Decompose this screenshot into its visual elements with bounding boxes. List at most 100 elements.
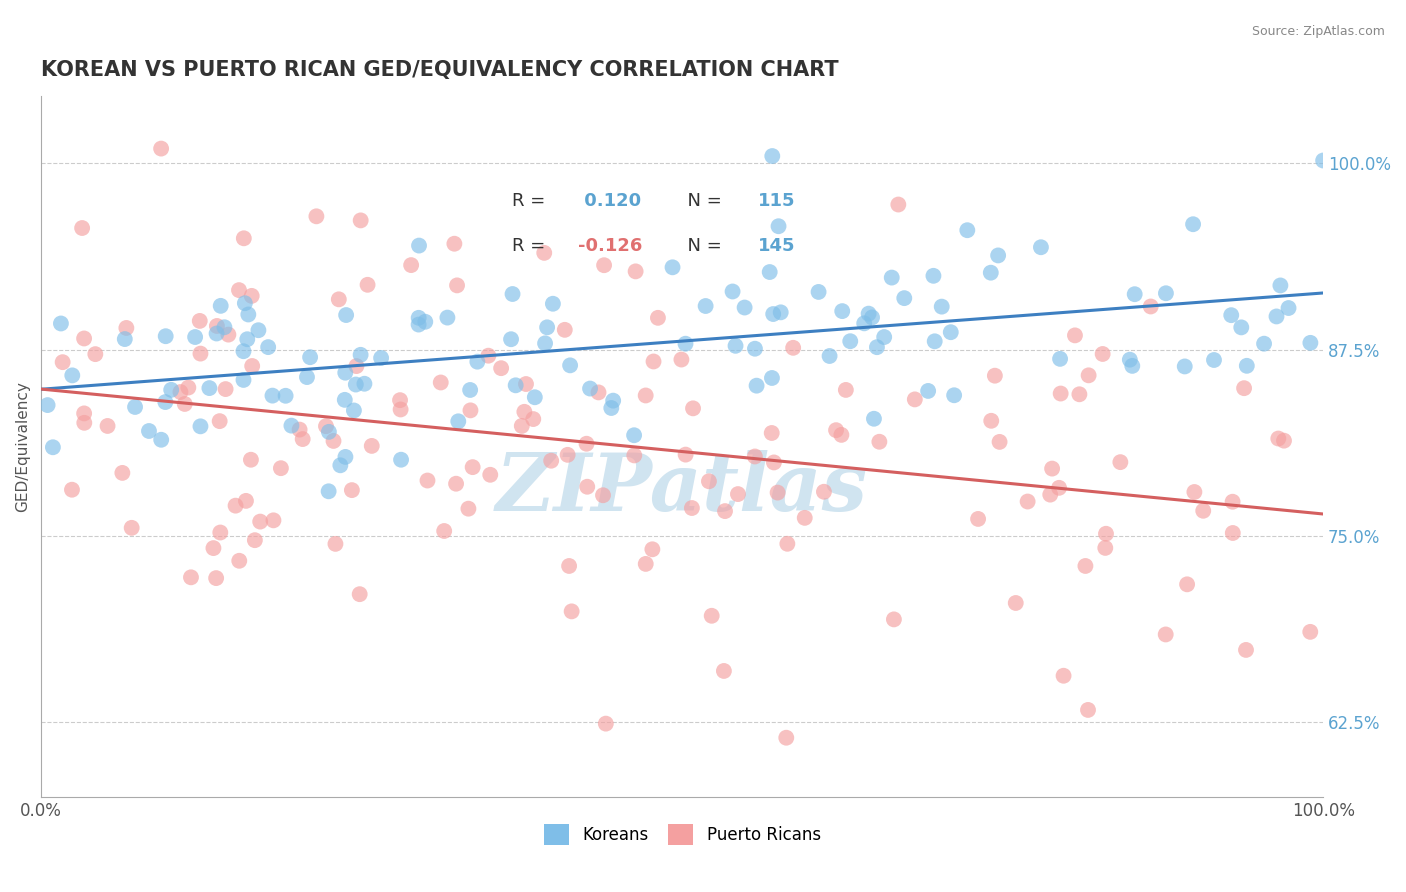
Point <box>408 310 430 325</box>
Point <box>60 368 83 383</box>
Point <box>988 434 1011 449</box>
Point <box>458 383 481 397</box>
Point <box>1253 336 1275 351</box>
Point <box>825 423 848 437</box>
Text: 145: 145 <box>758 236 796 254</box>
Point <box>830 428 852 442</box>
Point <box>1233 381 1256 395</box>
Point <box>762 455 785 469</box>
Point <box>1049 386 1071 401</box>
Text: 0.120: 0.120 <box>578 193 641 211</box>
Point <box>235 494 257 508</box>
Point <box>1220 308 1243 322</box>
Point <box>1175 577 1198 591</box>
Point <box>433 524 456 538</box>
Point <box>115 321 138 335</box>
Text: Source: ZipAtlas.com: Source: ZipAtlas.com <box>1251 25 1385 38</box>
Point <box>315 419 337 434</box>
Point <box>1047 481 1070 495</box>
Point <box>499 332 522 346</box>
Point <box>1182 217 1205 231</box>
Point <box>232 231 254 245</box>
Point <box>984 368 1007 383</box>
Point <box>225 499 247 513</box>
Point <box>1267 432 1289 446</box>
Point <box>558 359 581 373</box>
Point <box>413 315 436 329</box>
Point <box>60 483 83 497</box>
Point <box>70 221 93 235</box>
Point <box>873 330 896 344</box>
Point <box>318 484 340 499</box>
Point <box>634 388 657 402</box>
Point <box>554 323 576 337</box>
Point <box>138 424 160 438</box>
Legend: Koreans, Puerto Ricans: Koreans, Puerto Ricans <box>537 818 827 852</box>
Point <box>73 406 96 420</box>
Point <box>274 389 297 403</box>
Point <box>1069 387 1091 401</box>
Point <box>593 258 616 272</box>
Text: R =: R = <box>512 193 551 211</box>
Point <box>1236 359 1258 373</box>
Point <box>682 401 704 416</box>
Point <box>257 340 280 354</box>
Point <box>775 731 797 745</box>
Point <box>205 326 228 341</box>
Point <box>1064 328 1087 343</box>
Point <box>647 310 669 325</box>
Point <box>205 318 228 333</box>
Point <box>721 285 744 299</box>
Point <box>73 331 96 345</box>
Point <box>1272 434 1295 448</box>
Point <box>1270 278 1292 293</box>
Text: -0.126: -0.126 <box>578 236 643 254</box>
Point <box>956 223 979 237</box>
Point <box>866 340 889 354</box>
Point <box>233 296 256 310</box>
Point <box>714 504 737 518</box>
Point <box>575 436 598 450</box>
Point <box>515 377 537 392</box>
Point <box>389 452 412 467</box>
Point <box>209 525 232 540</box>
Point <box>1040 461 1063 475</box>
Point <box>558 558 581 573</box>
Point <box>249 515 271 529</box>
Point <box>270 461 292 475</box>
Point <box>333 392 356 407</box>
Point <box>444 476 467 491</box>
Point <box>329 458 352 473</box>
Point <box>931 300 953 314</box>
Text: 115: 115 <box>758 193 796 211</box>
Point <box>557 448 579 462</box>
Point <box>318 425 340 439</box>
Point <box>228 554 250 568</box>
Point <box>344 377 367 392</box>
Point <box>232 373 254 387</box>
Point <box>1230 320 1253 334</box>
Point <box>602 393 624 408</box>
Point <box>561 604 583 618</box>
Point <box>576 480 599 494</box>
Point <box>510 418 533 433</box>
Point <box>353 376 375 391</box>
Point <box>344 359 367 373</box>
Point <box>1119 352 1142 367</box>
Point <box>96 419 118 434</box>
Point <box>980 266 1002 280</box>
Point <box>447 414 470 428</box>
Point <box>209 299 232 313</box>
Point <box>214 320 236 334</box>
Point <box>1052 669 1074 683</box>
Text: KOREAN VS PUERTO RICAN GED/EQUIVALENCY CORRELATION CHART: KOREAN VS PUERTO RICAN GED/EQUIVALENCY C… <box>41 60 839 79</box>
Point <box>762 307 785 321</box>
Point <box>588 385 610 400</box>
Point <box>443 236 465 251</box>
Point <box>523 390 546 404</box>
Point <box>744 450 766 464</box>
Point <box>943 388 966 402</box>
Point <box>188 314 211 328</box>
Point <box>1109 455 1132 469</box>
Point <box>111 466 134 480</box>
